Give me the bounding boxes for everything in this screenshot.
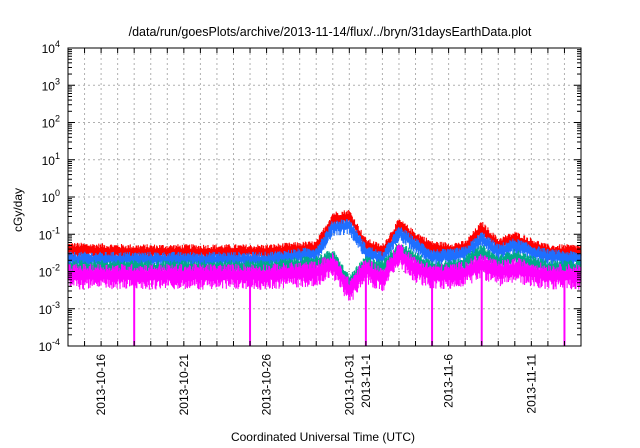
data-series <box>67 209 582 346</box>
tick-labels: 10-4 10-3 10-2 10-1 100 101 102 103 104 2013-10-1… <box>39 39 539 415</box>
x-tick-label: 2013-11-6 <box>442 354 456 408</box>
x-tick-label: 2013-10-26 <box>260 354 274 416</box>
y-tick-label: 100 <box>42 188 60 205</box>
y-tick-label: 10-2 <box>39 263 60 280</box>
y-tick-label: 103 <box>42 76 60 93</box>
y-tick-label: 10-1 <box>39 225 60 242</box>
y-tick-label: 10-3 <box>39 300 60 317</box>
y-tick-label: 102 <box>42 114 60 131</box>
y-tick-label: 10-4 <box>39 337 60 354</box>
axis-ticks <box>67 47 582 347</box>
gridlines <box>68 48 581 346</box>
x-tick-label: 2013-11-11 <box>524 354 538 414</box>
x-tick-label: 2013-10-21 <box>177 354 191 416</box>
y-tick-label: 101 <box>42 151 60 168</box>
x-tick-label: 2013-10-16 <box>94 354 108 416</box>
x-tick-label: 2013-10-31 <box>342 354 356 416</box>
y-tick-label: 104 <box>42 39 60 56</box>
y-axis-label: cGy/day <box>11 188 25 232</box>
chart-title: /data/run/goesPlots/archive/2013-11-14/f… <box>129 25 532 39</box>
x-tick-label: 2013-11-1 <box>359 354 373 408</box>
x-axis-label: Coordinated Universal Time (UTC) <box>231 430 415 444</box>
